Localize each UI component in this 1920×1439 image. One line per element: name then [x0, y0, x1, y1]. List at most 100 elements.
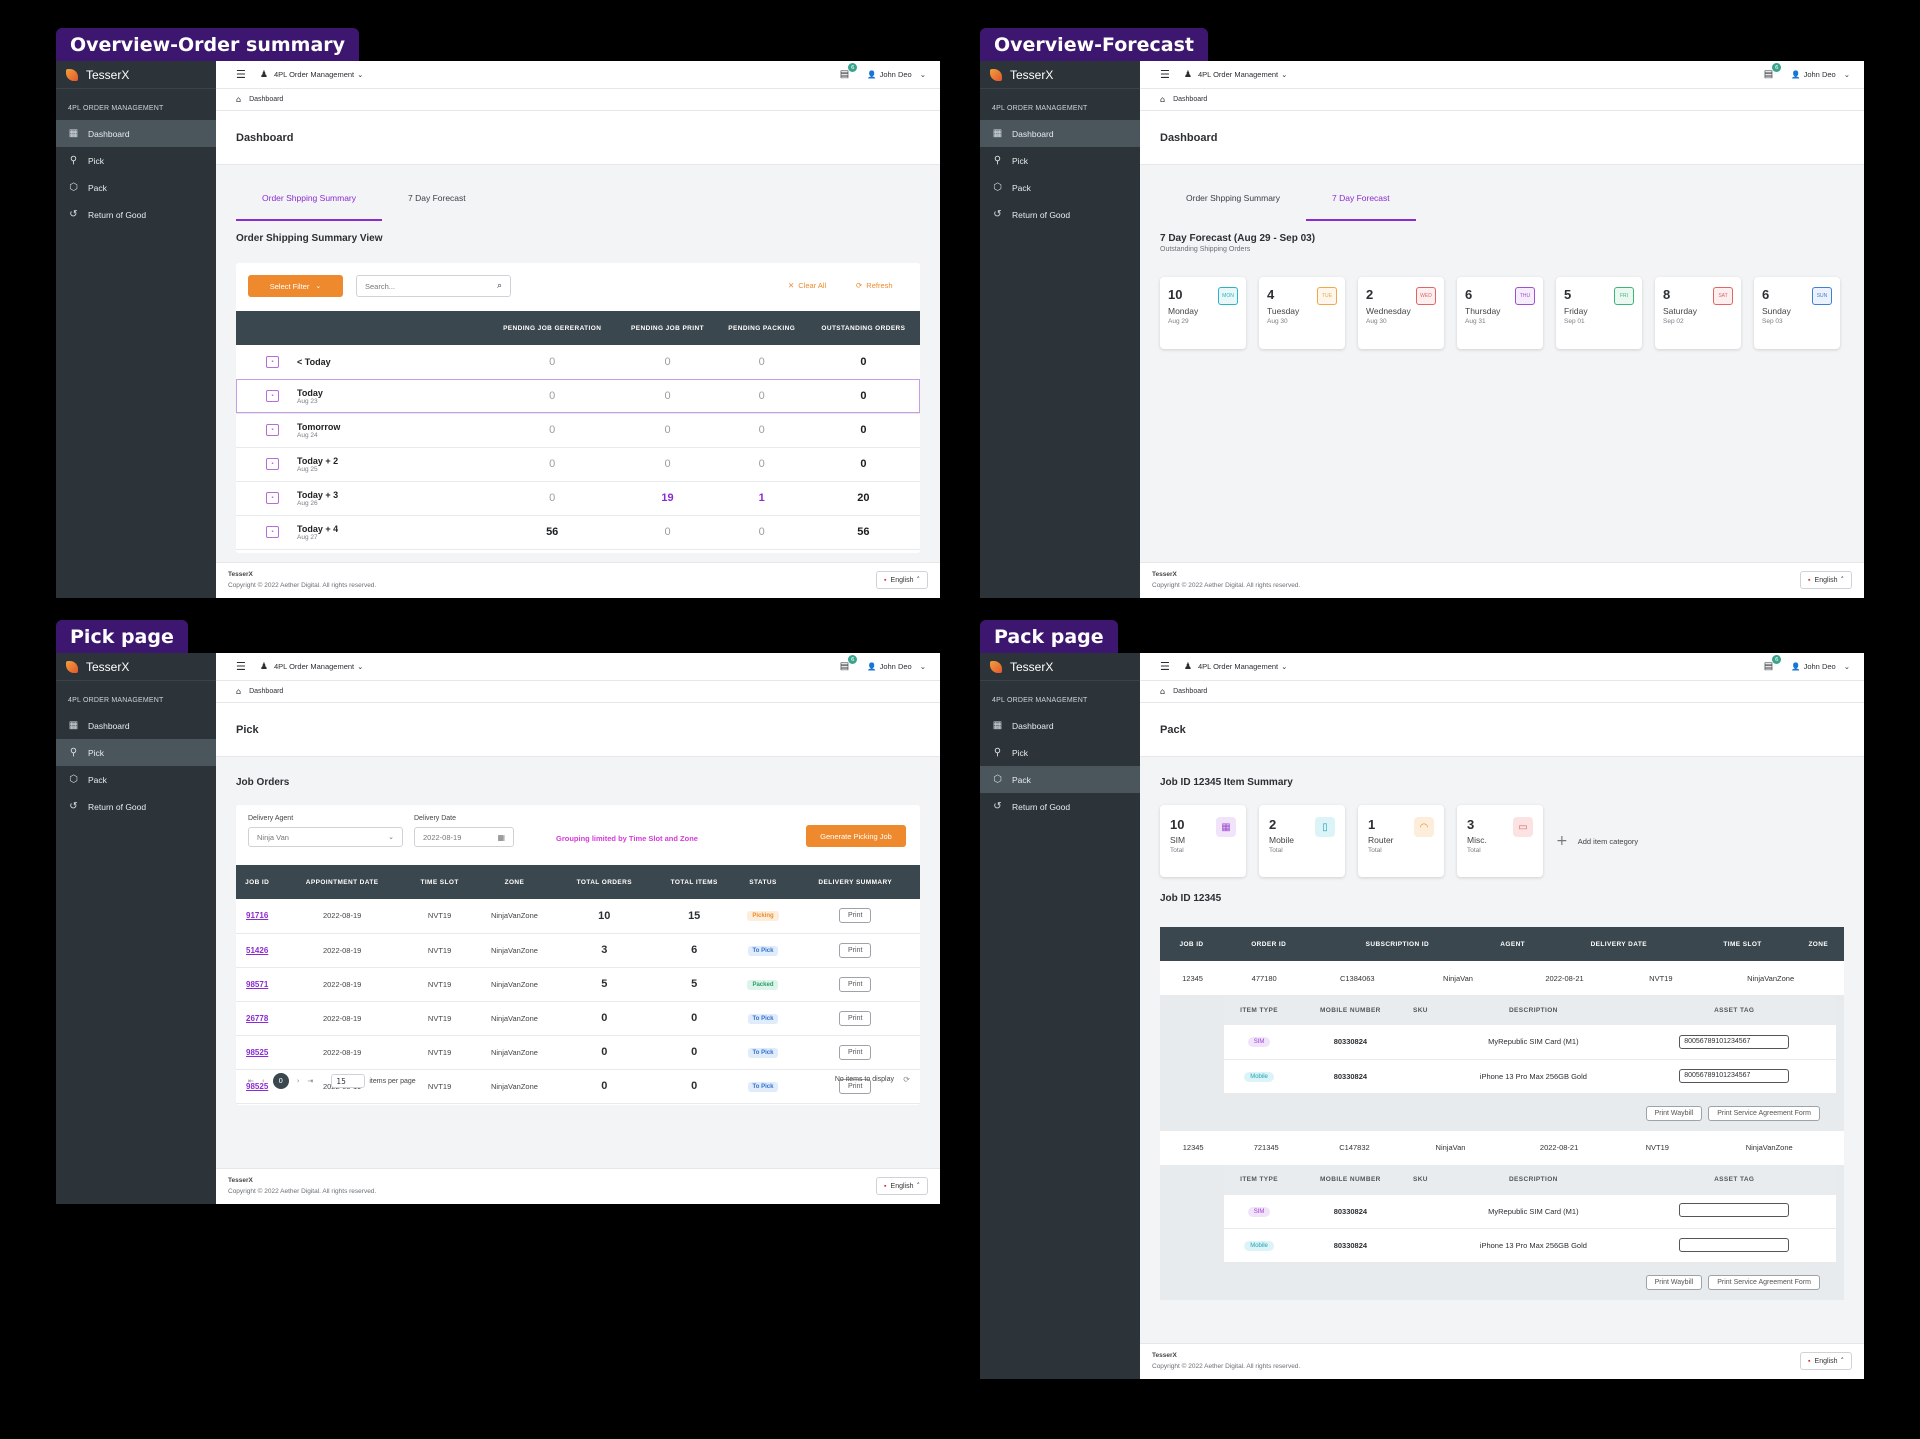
app-logo[interactable]: TesserX	[980, 653, 1140, 681]
delivery-date-input[interactable]: 2022-08-19 ▦	[414, 827, 514, 847]
clear-all-button[interactable]: ✕ Clear All	[788, 281, 826, 290]
print-button[interactable]: Print	[839, 1010, 872, 1026]
category-card[interactable]: 1 Router Total ◠	[1358, 805, 1444, 877]
category-card[interactable]: 2 Mobile Total ▯	[1259, 805, 1345, 877]
print-button[interactable]: Print	[839, 1044, 872, 1060]
summary-row[interactable]: ▪ Today + 4 Aug 27 56 0 0 56	[236, 515, 920, 550]
sidebar-item-pick[interactable]: ⚲ Pick	[56, 147, 216, 174]
summary-row[interactable]: ▪ Tomorrow Aug 24 0 0 0 0	[236, 413, 920, 448]
job-id-link[interactable]: 98525	[246, 1047, 269, 1057]
menu-icon[interactable]: ☰	[236, 68, 246, 81]
language-selector[interactable]: ▪ English ˄	[876, 571, 928, 589]
order-row[interactable]: 12345 721345 C147832 NinjaVan 2022-08-21 NVT1…	[1160, 1130, 1844, 1165]
forecast-day-card[interactable]: 2 Wednesday Aug 30 WED	[1358, 277, 1444, 349]
home-icon[interactable]: ⌂	[1160, 687, 1166, 696]
tab-forecast[interactable]: 7 Day Forecast	[408, 193, 466, 203]
summary-row[interactable]: ▪ Today Aug 23 0 0 0 0	[236, 379, 920, 414]
sidebar-item-pack[interactable]: ⬡ Pack	[980, 174, 1140, 201]
add-item-category-button[interactable]: + Add item category	[1556, 833, 1638, 849]
sidebar-item-pack[interactable]: ⬡ Pack	[56, 766, 216, 793]
table-row[interactable]: 98571 2022-08-19 NVT19 NinjaVanZone 5 5 Packed…	[236, 967, 920, 1002]
breadcrumb-item[interactable]: Dashboard	[1173, 96, 1208, 103]
app-logo[interactable]: TesserX	[980, 61, 1140, 89]
last-page-icon[interactable]: ⇥	[307, 1077, 314, 1085]
sidebar-item-dashboard[interactable]: ▦ Dashboard	[56, 120, 216, 147]
table-row[interactable]: 26778 2022-08-19 NVT19 NinjaVanZone 0 0 To Pic…	[236, 1001, 920, 1036]
breadcrumb-item[interactable]: Dashboard	[249, 96, 284, 103]
tab-forecast[interactable]: 7 Day Forecast	[1306, 183, 1416, 221]
print-waybill-button[interactable]: Print Waybill	[1645, 1275, 1703, 1290]
forecast-day-card[interactable]: 8 Saturday Sep 02 SAT	[1655, 277, 1741, 349]
summary-row[interactable]: ▪ Today + 2 Aug 25 0 0 0 0	[236, 447, 920, 482]
user-menu[interactable]: 👤 John Deo ⌄	[867, 662, 926, 671]
sidebar-item-pick[interactable]: ⚲ Pick	[980, 739, 1140, 766]
job-id-link[interactable]: 91716	[246, 911, 269, 921]
app-logo[interactable]: TesserX	[56, 61, 216, 89]
sidebar-item-pick[interactable]: ⚲ Pick	[980, 147, 1140, 174]
org-selector[interactable]: 4PL Order Management ⌄	[274, 662, 363, 671]
tab-order-summary[interactable]: Order Shpping Summary	[1186, 193, 1281, 203]
sidebar-item-return-of-good[interactable]: ↺ Return of Good	[980, 793, 1140, 820]
user-menu[interactable]: 👤 John Deo ⌄	[1791, 662, 1850, 671]
language-selector[interactable]: ▪ English ˄	[876, 1177, 928, 1195]
current-page[interactable]: 0	[272, 1073, 289, 1089]
job-id-link[interactable]: 51426	[246, 945, 269, 955]
breadcrumb-item[interactable]: Dashboard	[249, 688, 284, 695]
sidebar-item-dashboard[interactable]: ▦ Dashboard	[980, 120, 1140, 147]
forecast-day-card[interactable]: 4 Tuesday Aug 30 TUE	[1259, 277, 1345, 349]
asset-tag-input[interactable]: 800567891012345​67	[1679, 1034, 1790, 1049]
job-id-link[interactable]: 26778	[246, 1013, 269, 1023]
forecast-day-card[interactable]: 6 Thursday Aug 31 THU	[1457, 277, 1543, 349]
tab-order-summary[interactable]: Order Shpping Summary	[236, 183, 383, 221]
notification-icon[interactable]: ▤ 6	[1764, 63, 1782, 80]
order-row[interactable]: 12345 477180 C1384063 NinjaVan 2022-08-21 NVT…	[1160, 961, 1844, 995]
summary-row[interactable]: ▪ Today + 3 Aug 26 0 19 1 20	[236, 481, 920, 516]
org-selector[interactable]: 4PL Order Management ⌄	[1198, 70, 1287, 79]
menu-icon[interactable]: ☰	[1160, 660, 1170, 673]
language-selector[interactable]: ▪ English ˄	[1800, 571, 1852, 589]
sidebar-item-return-of-good[interactable]: ↺ Return of Good	[980, 201, 1140, 228]
language-selector[interactable]: ▪ English ˄	[1800, 1352, 1852, 1370]
org-selector[interactable]: 4PL Order Management ⌄	[1198, 662, 1287, 671]
notification-icon[interactable]: ▤ 6	[840, 655, 858, 672]
print-button[interactable]: Print	[839, 942, 872, 958]
print-button[interactable]: Print	[839, 908, 872, 924]
asset-tag-input[interactable]	[1679, 1237, 1790, 1252]
sidebar-item-dashboard[interactable]: ▦ Dashboard	[980, 712, 1140, 739]
asset-tag-input[interactable]: 800567891012345​67	[1679, 1069, 1790, 1083]
print-button[interactable]: Print	[839, 976, 872, 992]
notification-icon[interactable]: ▤ 6	[1764, 655, 1782, 672]
select-filter-button[interactable]: Select Filter ⌄	[248, 275, 343, 297]
org-selector[interactable]: 4PL Order Management ⌄	[274, 70, 363, 79]
user-menu[interactable]: 👤 John Deo ⌄	[867, 70, 926, 79]
breadcrumb-item[interactable]: Dashboard	[1173, 688, 1208, 695]
search-input[interactable]: Search... ⌕	[356, 275, 511, 297]
forecast-day-card[interactable]: 10 Monday Aug 29 MON	[1160, 277, 1246, 349]
home-icon[interactable]: ⌂	[236, 687, 242, 696]
home-icon[interactable]: ⌂	[1160, 95, 1166, 104]
first-page-icon[interactable]: ⇤	[248, 1077, 254, 1085]
user-menu[interactable]: 👤 John Deo ⌄	[1791, 70, 1850, 79]
sidebar-item-pick[interactable]: ⚲ Pick	[56, 739, 216, 766]
reload-icon[interactable]: ⟳	[903, 1075, 910, 1084]
per-page-select[interactable]: 15	[331, 1074, 366, 1088]
app-logo[interactable]: TesserX	[56, 653, 216, 681]
menu-icon[interactable]: ☰	[1160, 68, 1170, 81]
sidebar-item-dashboard[interactable]: ▦ Dashboard	[56, 712, 216, 739]
generate-picking-job-button[interactable]: Generate Picking Job	[806, 825, 906, 847]
category-card[interactable]: 10 SIM Total ▦	[1160, 805, 1246, 877]
print-waybill-button[interactable]: Print Waybill	[1645, 1105, 1703, 1121]
sidebar-item-pack[interactable]: ⬡ Pack	[980, 766, 1140, 793]
print-button[interactable]: Print	[839, 1078, 872, 1094]
category-card[interactable]: 3 Misc. Total ▭	[1457, 805, 1543, 877]
table-row[interactable]: 91716 2022-08-19 NVT19 NinjaVanZone 10 15 Pick…	[236, 899, 920, 934]
table-row[interactable]: 51426 2022-08-19 NVT19 NinjaVanZone 3 6 To Pic…	[236, 933, 920, 968]
sidebar-item-return-of-good[interactable]: ↺ Return of Good	[56, 793, 216, 820]
forecast-day-card[interactable]: 6 Sunday Sep 03 SUN	[1754, 277, 1840, 349]
menu-icon[interactable]: ☰	[236, 660, 246, 673]
job-id-link[interactable]: 98571	[246, 979, 269, 989]
sidebar-item-pack[interactable]: ⬡ Pack	[56, 174, 216, 201]
print-service-agreement-button[interactable]: Print Service Agreement Form	[1708, 1105, 1820, 1121]
